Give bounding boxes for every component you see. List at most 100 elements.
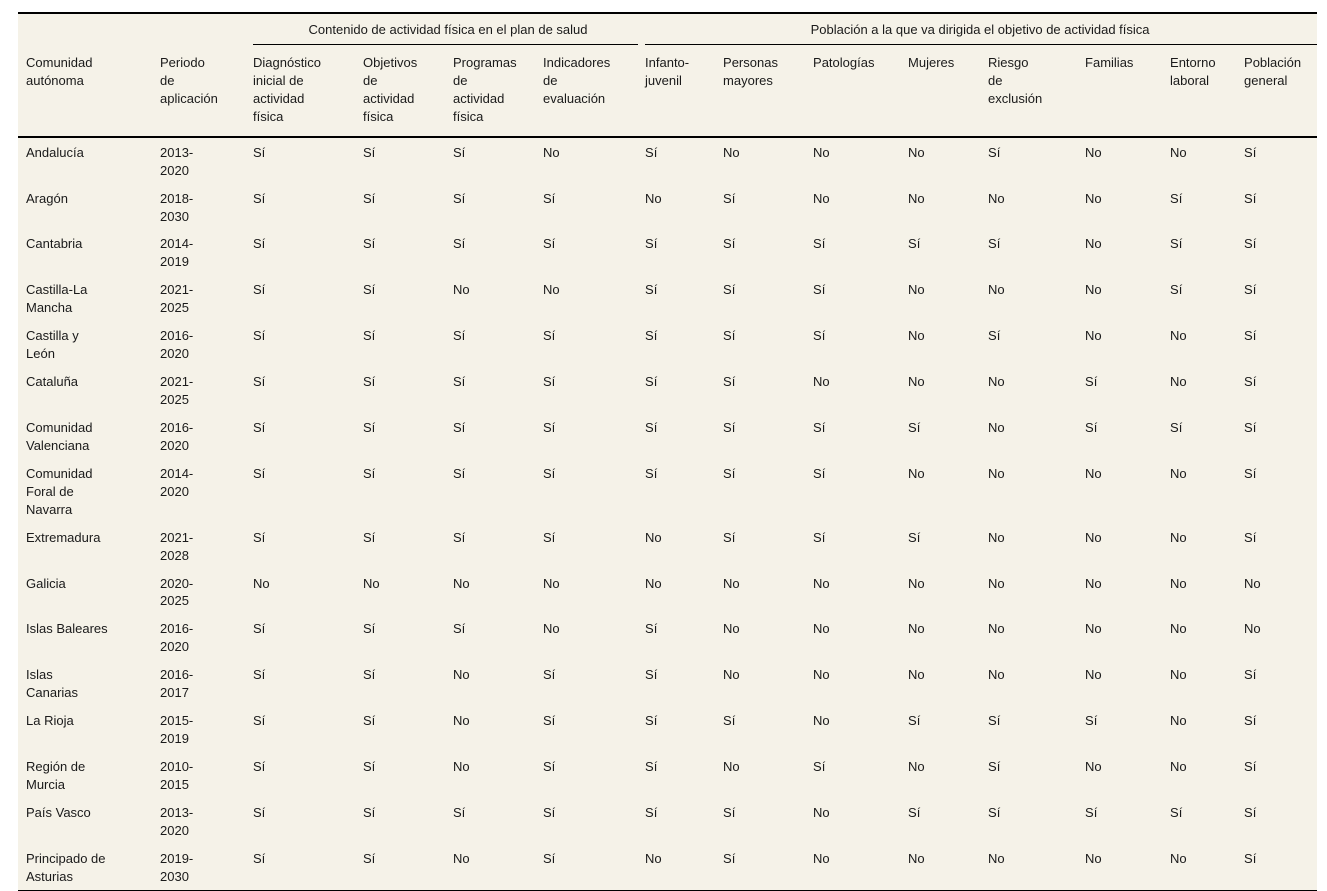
si-no-value: No [1244,621,1261,637]
si-no-value: No [1085,144,1102,160]
table-row: Islas Baleares 2016-2020 Sí Sí Sí No Sí No No No N… [18,614,1317,660]
si-no-value: No [1085,328,1102,344]
value-cell: Sí [543,321,645,367]
column-header-mujeres-label: Mujeres [908,54,955,70]
si-no-value: Sí [253,465,266,481]
si-no-value: Sí [813,282,826,298]
si-no-value: Sí [723,713,736,729]
si-no-value: Sí [1244,374,1257,390]
value-cell: No [645,569,723,615]
value-cell: No [363,569,453,615]
value-cell: Sí [363,367,453,413]
si-no-value: No [1170,759,1187,774]
value-cell: Sí [543,752,645,798]
si-no-value: No [645,190,662,206]
periodo-cell: 2021-2025 [160,367,253,413]
value-cell: Sí [363,798,453,844]
table-header: Contenido de actividad física en el plan… [18,13,1318,138]
value-cell: No [813,844,908,891]
column-header-familias-label: Familias [1085,54,1134,70]
si-no-value: No [543,621,560,637]
value-cell: No [1085,752,1170,798]
value-cell: Sí [645,275,723,321]
value-cell: Sí [543,229,645,275]
si-no-value: Sí [363,282,376,298]
si-no-value: Sí [1244,529,1257,545]
value-cell: No [453,275,543,321]
value-cell: Sí [645,321,723,367]
comunidad-name: Comunidad Foral de Navarra [26,465,93,517]
value-cell: Sí [253,523,363,569]
value-cell: Sí [908,798,988,844]
value-cell: Sí [363,229,453,275]
value-cell: Sí [1244,229,1317,275]
si-no-value: Sí [813,529,826,545]
value-cell: Sí [1085,367,1170,413]
si-no-value: Sí [453,529,466,545]
si-no-value: No [813,374,830,390]
comunidad-cell: Comunidad Foral de Navarra [18,459,160,523]
si-no-value: No [363,575,380,591]
value-cell: Sí [988,229,1085,275]
si-no-value: No [1085,529,1102,545]
value-cell: No [1085,844,1170,891]
si-no-value: Sí [363,236,376,252]
value-cell: Sí [453,614,543,660]
comunidad-cell: Cantabria [18,229,160,275]
value-cell: Sí [253,367,363,413]
si-no-value: No [453,667,470,683]
si-no-value: Sí [363,328,376,344]
si-no-value: Sí [543,759,556,774]
value-cell: No [988,275,1085,321]
value-cell: No [813,798,908,844]
value-cell: Sí [1244,706,1317,752]
periodo-value: 2010-2015 [160,759,194,792]
si-no-value: Sí [723,850,736,866]
si-no-value: Sí [543,713,556,729]
value-cell: Sí [453,459,543,523]
si-no-value: Sí [253,190,266,206]
table-container: Contenido de actividad física en el plan… [18,12,1318,891]
value-cell: Sí [988,321,1085,367]
value-cell: No [453,569,543,615]
value-cell: Sí [363,523,453,569]
periodo-cell: 2014-2020 [160,459,253,523]
si-no-value: No [908,621,925,637]
si-no-value: No [908,759,925,774]
value-cell: Sí [1170,229,1244,275]
si-no-value: No [723,667,740,683]
value-cell: Sí [723,229,813,275]
value-cell: Sí [1244,660,1317,706]
value-cell: Sí [1244,367,1317,413]
si-no-value: Sí [253,282,266,298]
periodo-cell: 2016-2020 [160,321,253,367]
value-cell: Sí [723,706,813,752]
value-cell: No [543,275,645,321]
group-header-contenido: Contenido de actividad física en el plan… [253,13,645,45]
value-cell: No [908,275,988,321]
si-no-value: Sí [543,374,556,390]
periodo-value: 2016-2020 [160,419,194,453]
group-header-poblacion-label: Población a la que va dirigida el objeti… [810,22,1150,37]
table-row: País Vasco 2013-2020 Sí Sí Sí Sí Sí Sí No Sí Sí Sí S… [18,798,1317,844]
si-no-value: Sí [253,667,266,683]
value-cell: Sí [1170,798,1244,844]
si-no-value: No [1170,374,1187,390]
si-no-value: No [908,282,925,298]
si-no-value: Sí [1170,190,1183,206]
value-cell: No [813,614,908,660]
si-no-value: Sí [1170,419,1183,435]
value-cell: Sí [1085,798,1170,844]
value-cell: Sí [1244,752,1317,798]
si-no-value: Sí [363,529,376,545]
si-no-value: Sí [723,374,736,390]
value-cell: Sí [1244,321,1317,367]
value-cell: Sí [988,798,1085,844]
comunidad-name: Islas Baleares [26,621,108,637]
periodo-value: 2016-2017 [160,667,194,701]
value-cell: No [1170,614,1244,660]
comunidad-name: Región de Murcia [26,759,86,792]
si-no-value: No [988,190,1005,206]
column-header-poblacion-general-label: Población general [1244,54,1302,88]
value-cell: No [908,752,988,798]
